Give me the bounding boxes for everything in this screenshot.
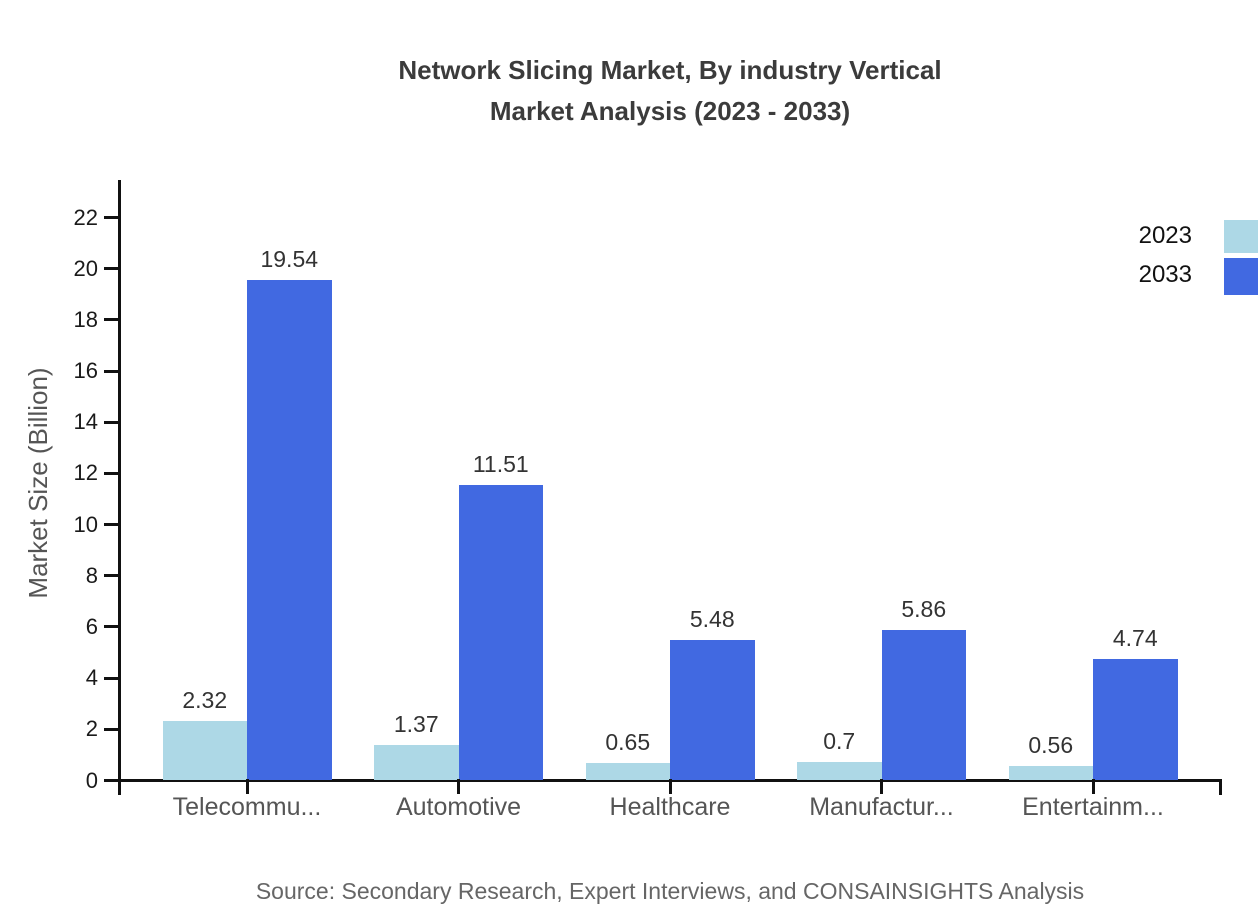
legend-label-2023: 2023 [1138,222,1192,249]
bar-2023 [585,763,670,780]
y-tick [104,523,118,527]
y-tick [104,471,118,475]
y-tick [104,727,118,731]
bar-2033 [881,630,966,780]
source-text: Source: Secondary Research, Expert Inter… [255,878,1085,904]
value-label: 11.51 [472,451,529,478]
y-tick-label: 8 [85,562,98,588]
y-tick-label: 14 [73,409,98,435]
category-label: Manufactur... [809,793,954,821]
y-tick [104,625,118,629]
y-tick-label: 20 [73,255,98,281]
category-label: Entertainm... [1022,793,1164,821]
y-tick-label: 6 [85,613,98,639]
legend-swatch-2023 [1224,220,1258,253]
y-tick [104,779,118,782]
bar-2033 [247,279,332,780]
y-tick [104,369,118,373]
y-tick-label: 22 [73,204,98,230]
y-tick [104,676,118,680]
category-label: Automotive [395,793,522,821]
x-tick [245,779,249,794]
y-tick-label: 10 [73,511,98,537]
category-label: Telecommu... [172,793,322,821]
x-tick [457,779,460,794]
y-tick [104,574,118,578]
chart-title-line2: Market Analysis (2023 - 2033) [489,96,851,126]
y-tick-label: 12 [73,460,98,486]
bar-2033 [670,639,755,780]
x-tick [880,779,883,794]
y-tick [104,318,118,322]
chart-title: Network Slicing Market, By industry Vert… [80,50,1260,132]
y-tick [104,267,118,271]
x-tick [1091,779,1095,794]
y-tick-label: 0 [85,767,98,793]
y-tick [104,420,118,424]
value-label: 1.37 [393,710,439,737]
bar-2023 [374,744,459,780]
bar-2033 [1093,658,1178,780]
value-label: 19.54 [260,245,319,272]
value-label: 0.56 [1028,731,1074,758]
bar-2023 [162,720,247,780]
y-tick-label: 2 [85,716,98,742]
y-tick-label: 18 [73,306,98,332]
chart-title-line1: Network Slicing Market, By industry Vert… [398,55,942,85]
legend-swatch-2033 [1224,258,1258,295]
category-label: Healthcare [609,793,731,821]
value-label: 4.74 [1112,624,1158,651]
x-axis-line [104,779,1222,782]
value-label: 5.86 [901,596,947,623]
y-tick-label: 16 [73,358,98,384]
value-label: 2.32 [182,686,228,713]
y-tick-label: 4 [85,665,98,691]
bar-2023 [1008,765,1093,780]
bar-2023 [797,762,882,780]
value-label: 0.7 [823,728,856,755]
bar-2033 [458,485,543,780]
y-tick [104,216,118,220]
x-axis-end-tick [1219,779,1222,795]
value-label: 5.48 [689,605,735,632]
value-label: 0.65 [605,729,651,756]
legend-label-2033: 2033 [1138,261,1192,288]
x-tick [668,779,672,794]
y-axis-line [118,180,121,795]
